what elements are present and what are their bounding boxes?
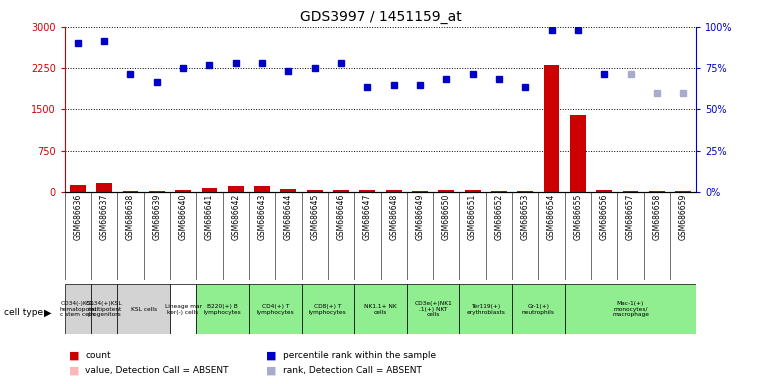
FancyBboxPatch shape [170, 284, 196, 334]
Text: percentile rank within the sample: percentile rank within the sample [283, 351, 436, 360]
Text: value, Detection Call = ABSENT: value, Detection Call = ABSENT [85, 366, 229, 375]
Text: GSM686648: GSM686648 [389, 194, 398, 240]
Bar [175, 190, 191, 192]
Bar [543, 65, 559, 192]
FancyBboxPatch shape [354, 284, 407, 334]
Text: GSM686653: GSM686653 [521, 194, 530, 240]
Text: GSM686650: GSM686650 [442, 194, 451, 240]
Text: Gr-1(+)
neutrophils: Gr-1(+) neutrophils [522, 304, 555, 314]
Text: GSM686643: GSM686643 [257, 194, 266, 240]
Bar [281, 189, 296, 192]
Text: GSM686651: GSM686651 [468, 194, 477, 240]
FancyBboxPatch shape [91, 284, 117, 334]
Bar [622, 191, 638, 192]
Text: GSM686649: GSM686649 [416, 194, 425, 240]
Bar [412, 190, 428, 192]
Bar [465, 190, 480, 192]
FancyBboxPatch shape [301, 284, 354, 334]
Text: ■: ■ [266, 366, 277, 376]
Bar [386, 190, 402, 192]
Text: GSM686636: GSM686636 [73, 194, 82, 240]
Text: count: count [85, 351, 111, 360]
Text: GSM686644: GSM686644 [284, 194, 293, 240]
Text: CD34(+)KSL
multipotent
progenitors: CD34(+)KSL multipotent progenitors [86, 301, 123, 318]
Text: rank, Detection Call = ABSENT: rank, Detection Call = ABSENT [283, 366, 422, 375]
Text: GSM686645: GSM686645 [310, 194, 319, 240]
Text: GSM686640: GSM686640 [179, 194, 188, 240]
Text: GSM686659: GSM686659 [679, 194, 688, 240]
Text: ■: ■ [68, 366, 79, 376]
Text: ■: ■ [266, 350, 277, 360]
Bar [123, 191, 139, 192]
FancyBboxPatch shape [512, 284, 565, 334]
Bar [597, 190, 612, 192]
Text: Ter119(+)
erythroblasts: Ter119(+) erythroblasts [466, 304, 505, 314]
Text: GSM686652: GSM686652 [495, 194, 504, 240]
Text: GSM686638: GSM686638 [126, 194, 135, 240]
Bar [333, 190, 349, 192]
Text: GSM686658: GSM686658 [652, 194, 661, 240]
FancyBboxPatch shape [65, 284, 91, 334]
Text: GSM686646: GSM686646 [336, 194, 345, 240]
FancyBboxPatch shape [460, 284, 512, 334]
FancyBboxPatch shape [407, 284, 460, 334]
Text: CD3e(+)NK1
.1(+) NKT
cells: CD3e(+)NK1 .1(+) NKT cells [414, 301, 452, 318]
Text: CD8(+) T
lymphocytes: CD8(+) T lymphocytes [309, 304, 347, 314]
Bar [228, 187, 244, 192]
FancyBboxPatch shape [565, 284, 696, 334]
Text: CD34(-)KSL
hematopoiet
c stem cells: CD34(-)KSL hematopoiet c stem cells [59, 301, 97, 318]
Bar [517, 191, 533, 192]
Bar [491, 190, 507, 192]
Bar [202, 188, 218, 192]
Bar [307, 190, 323, 192]
Bar [96, 183, 112, 192]
Text: GSM686637: GSM686637 [100, 194, 109, 240]
Text: GSM686655: GSM686655 [573, 194, 582, 240]
Bar [70, 185, 86, 192]
FancyBboxPatch shape [196, 284, 249, 334]
Text: GSM686647: GSM686647 [363, 194, 372, 240]
Bar [254, 186, 270, 192]
Text: Lineage mar
ker(-) cells: Lineage mar ker(-) cells [164, 304, 202, 314]
Text: CD4(+) T
lymphocytes: CD4(+) T lymphocytes [256, 304, 294, 314]
Text: GSM686657: GSM686657 [626, 194, 635, 240]
Bar [438, 190, 454, 192]
Text: GSM686656: GSM686656 [600, 194, 609, 240]
Bar [649, 191, 665, 192]
FancyBboxPatch shape [117, 284, 170, 334]
Text: GSM686654: GSM686654 [547, 194, 556, 240]
Text: GSM686642: GSM686642 [231, 194, 240, 240]
Text: KSL cells: KSL cells [131, 306, 157, 312]
Text: ■: ■ [68, 350, 79, 360]
FancyBboxPatch shape [249, 284, 301, 334]
Text: cell type: cell type [4, 308, 43, 318]
Text: GDS3997 / 1451159_at: GDS3997 / 1451159_at [300, 10, 461, 23]
Text: Mac-1(+)
monocytes/
macrophage: Mac-1(+) monocytes/ macrophage [612, 301, 649, 318]
Bar [359, 190, 375, 192]
Bar [570, 115, 586, 192]
Text: ▶: ▶ [44, 308, 52, 318]
Text: B220(+) B
lymphocytes: B220(+) B lymphocytes [204, 304, 241, 314]
Text: GSM686641: GSM686641 [205, 194, 214, 240]
Text: GSM686639: GSM686639 [152, 194, 161, 240]
Text: NK1.1+ NK
cells: NK1.1+ NK cells [364, 304, 397, 314]
